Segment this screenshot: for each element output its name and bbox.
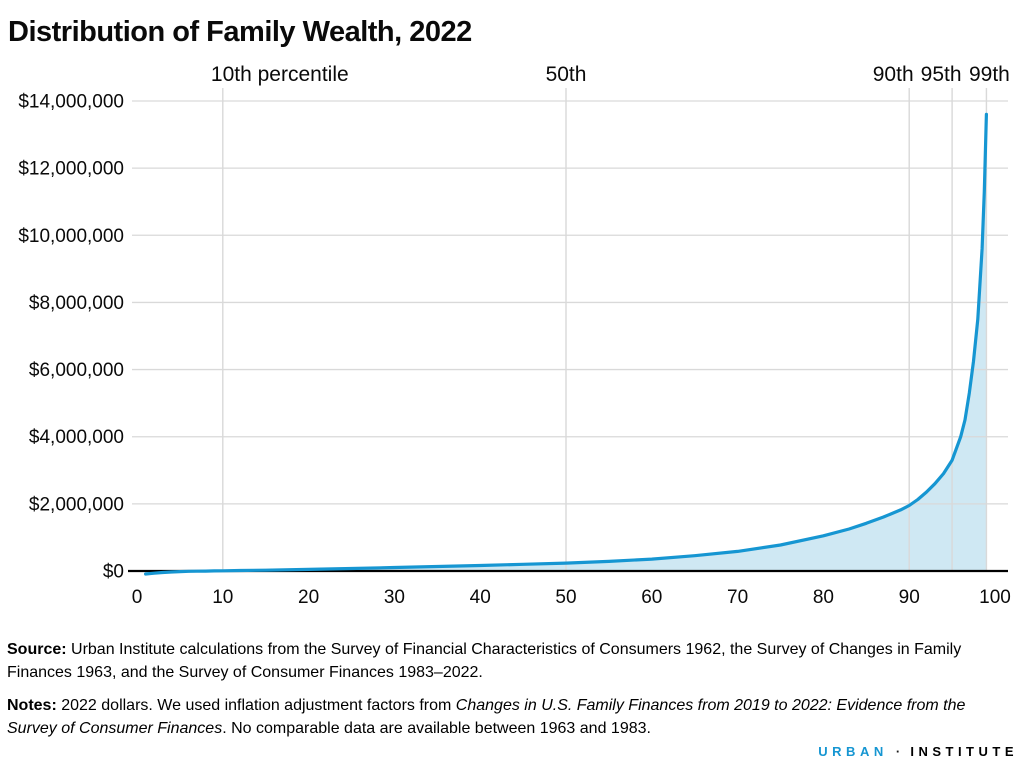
y-tick-label: $6,000,000 (29, 360, 124, 381)
source-text: Urban Institute calculations from the Su… (7, 641, 962, 681)
chart-title: Distribution of Family Wealth, 2022 (8, 16, 472, 48)
y-tick-label: $8,000,000 (29, 293, 124, 314)
x-tick-label: 100 (979, 587, 1011, 608)
x-tick-label: 40 (470, 587, 491, 608)
y-tick-label: $10,000,000 (18, 226, 124, 247)
y-tick-label: $2,000,000 (29, 494, 124, 515)
x-tick-label: 0 (132, 587, 143, 608)
y-tick-label: $14,000,000 (18, 92, 124, 113)
methodology-note: Notes: 2022 dollars. We used inflation a… (7, 695, 997, 740)
x-tick-label: 90 (899, 587, 920, 608)
x-tick-label: 30 (384, 587, 405, 608)
percentile-label: 10th percentile (211, 63, 349, 86)
y-tick-label: $0 (103, 562, 124, 583)
logo-institute-wordmark: INSTITUTE (910, 744, 1018, 759)
x-tick-label: 80 (813, 587, 834, 608)
notes-text-end: . No comparable data are available betwe… (222, 719, 651, 737)
y-tick-label: $12,000,000 (18, 159, 124, 180)
x-tick-label: 60 (641, 587, 662, 608)
wealth-curve-line (144, 112, 988, 576)
wealth-distribution-chart: $0 $2,000,000 $4,000,000 $6,000,000 $8,000,0… (18, 63, 1011, 608)
y-tick-label: $4,000,000 (29, 427, 124, 448)
source-label: Source: (7, 641, 67, 658)
x-tick-label: 20 (298, 587, 319, 608)
notes-label: Notes: (7, 697, 57, 714)
logo-urban-wordmark: URBAN (818, 744, 888, 759)
x-tick-label: 10 (212, 587, 233, 608)
x-tick-label: 70 (727, 587, 748, 608)
wealth-area-fill (145, 114, 987, 571)
percentile-label: 90th (873, 63, 914, 86)
percentile-label: 95th (921, 63, 962, 86)
x-tick-label: 50 (555, 587, 576, 608)
percentile-label: 99th (969, 63, 1010, 86)
logo-separator-dot: · (895, 744, 901, 759)
percentile-label: 50th (546, 63, 587, 86)
source-note: Source: Urban Institute calculations fro… (7, 639, 997, 684)
notes-text-start: 2022 dollars. We used inflation adjustme… (56, 697, 456, 714)
urban-institute-logo: URBAN · INSTITUTE (818, 744, 1018, 759)
notes-cited-title: Changes in U.S. Family Finances from 201… (7, 697, 966, 737)
